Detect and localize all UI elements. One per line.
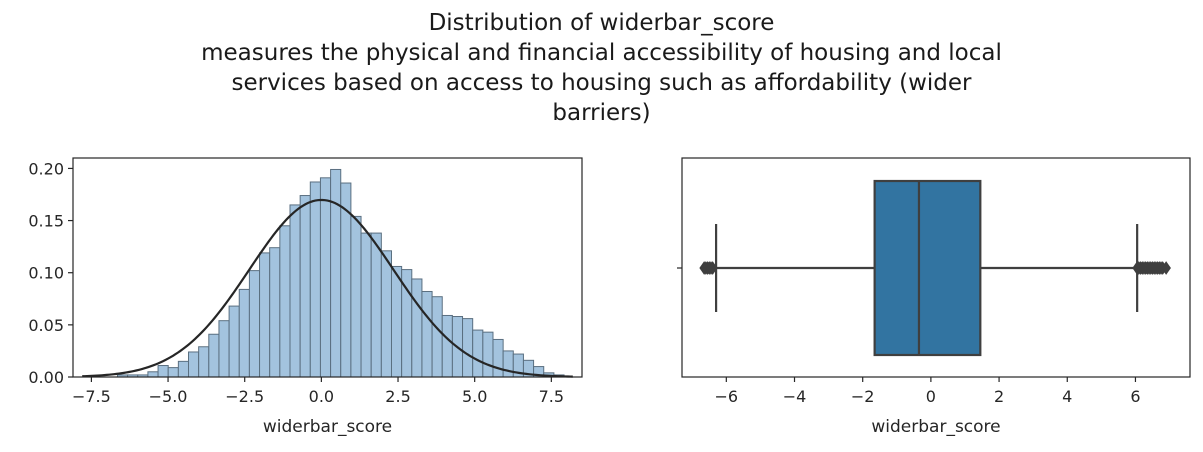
histogram-bar: [421, 290, 433, 378]
histogram-bar: [157, 365, 169, 378]
histogram-bar: [248, 270, 261, 378]
histogram-bar: [147, 371, 159, 378]
histogram-bar: [380, 250, 392, 378]
y-tick-label: 0.05: [28, 316, 64, 335]
histogram-bar: [228, 305, 240, 378]
x-axis-label: widerbar_score: [263, 417, 392, 437]
y-tick-label: 0.10: [28, 264, 64, 283]
normal-fit-curve: [82, 198, 573, 378]
histogram-bar: [279, 225, 291, 378]
histogram-bar: [289, 204, 301, 378]
histogram-bar: [350, 215, 362, 378]
histogram-bar: [198, 346, 210, 378]
histogram-bar: [441, 314, 453, 378]
histogram-bar: [431, 296, 443, 378]
histogram-panel: −7.5 −5.0 −2.5 0.0 2.5 5.0 7.5 0.00 0.05 0.10 0.15…: [28, 157, 583, 437]
axes-frame: [72, 157, 583, 378]
histogram-bar: [472, 329, 484, 378]
x-tick-label: −4: [783, 387, 807, 406]
x-tick-label: −2: [851, 387, 875, 406]
histogram-bar: [482, 331, 494, 378]
y-tick-label: 0.00: [28, 368, 64, 387]
title-line-4: barriers): [552, 100, 651, 126]
title-line-3: services based on access to housing such…: [231, 70, 972, 96]
histogram-bar: [259, 252, 271, 378]
x-tick-label: −2.5: [225, 387, 264, 406]
y-tick-label: 0.15: [28, 212, 64, 231]
x-tick-label: −7.5: [72, 387, 111, 406]
histogram-bar: [309, 181, 321, 378]
histogram-bar: [492, 338, 504, 378]
x-tick-label: 6: [1130, 387, 1140, 406]
iqr-box: [873, 179, 982, 357]
x-tick-label: 0.0: [309, 387, 334, 406]
x-tick-label: 0: [926, 387, 936, 406]
histogram-bar: [319, 177, 332, 378]
title-line-1: Distribution of widerbar_score: [428, 10, 775, 36]
histogram-bar: [411, 278, 423, 378]
x-axis-label: widerbar_score: [871, 417, 1000, 437]
y-tick-label: 0.20: [28, 159, 64, 178]
figure-title: Distribution of widerbar_score measures …: [0, 8, 1203, 128]
histogram-bar: [502, 350, 514, 378]
x-tick-label: −5.0: [149, 387, 188, 406]
x-tick-label: 2.5: [385, 387, 410, 406]
histogram-bar: [167, 367, 179, 378]
x-tick-label: 4: [1062, 387, 1072, 406]
histogram-bar: [390, 265, 403, 378]
x-tick-label: 5.0: [462, 387, 487, 406]
histogram-bar: [188, 351, 200, 378]
histogram-bar: [370, 232, 382, 378]
histogram-bar: [218, 320, 230, 378]
histogram-bar: [238, 288, 250, 378]
boxplot-panel: −6 −4 −2 0 2 4 6 widerbar_score: [677, 157, 1191, 437]
histogram-bar: [269, 247, 281, 378]
histogram-bar: [360, 232, 372, 378]
histogram-bar: [330, 168, 342, 378]
histogram-bar: [208, 333, 220, 378]
x-tick-label: 7.5: [539, 387, 564, 406]
title-line-2: measures the physical and financial acce…: [201, 40, 1002, 66]
histogram-bar: [462, 318, 474, 378]
histogram-bar: [299, 195, 311, 378]
x-tick-label: 2: [994, 387, 1004, 406]
outlier-point: [707, 261, 718, 275]
outlier-point: [1161, 261, 1171, 275]
histogram-bar: [177, 360, 190, 378]
x-tick-label: −6: [715, 387, 739, 406]
